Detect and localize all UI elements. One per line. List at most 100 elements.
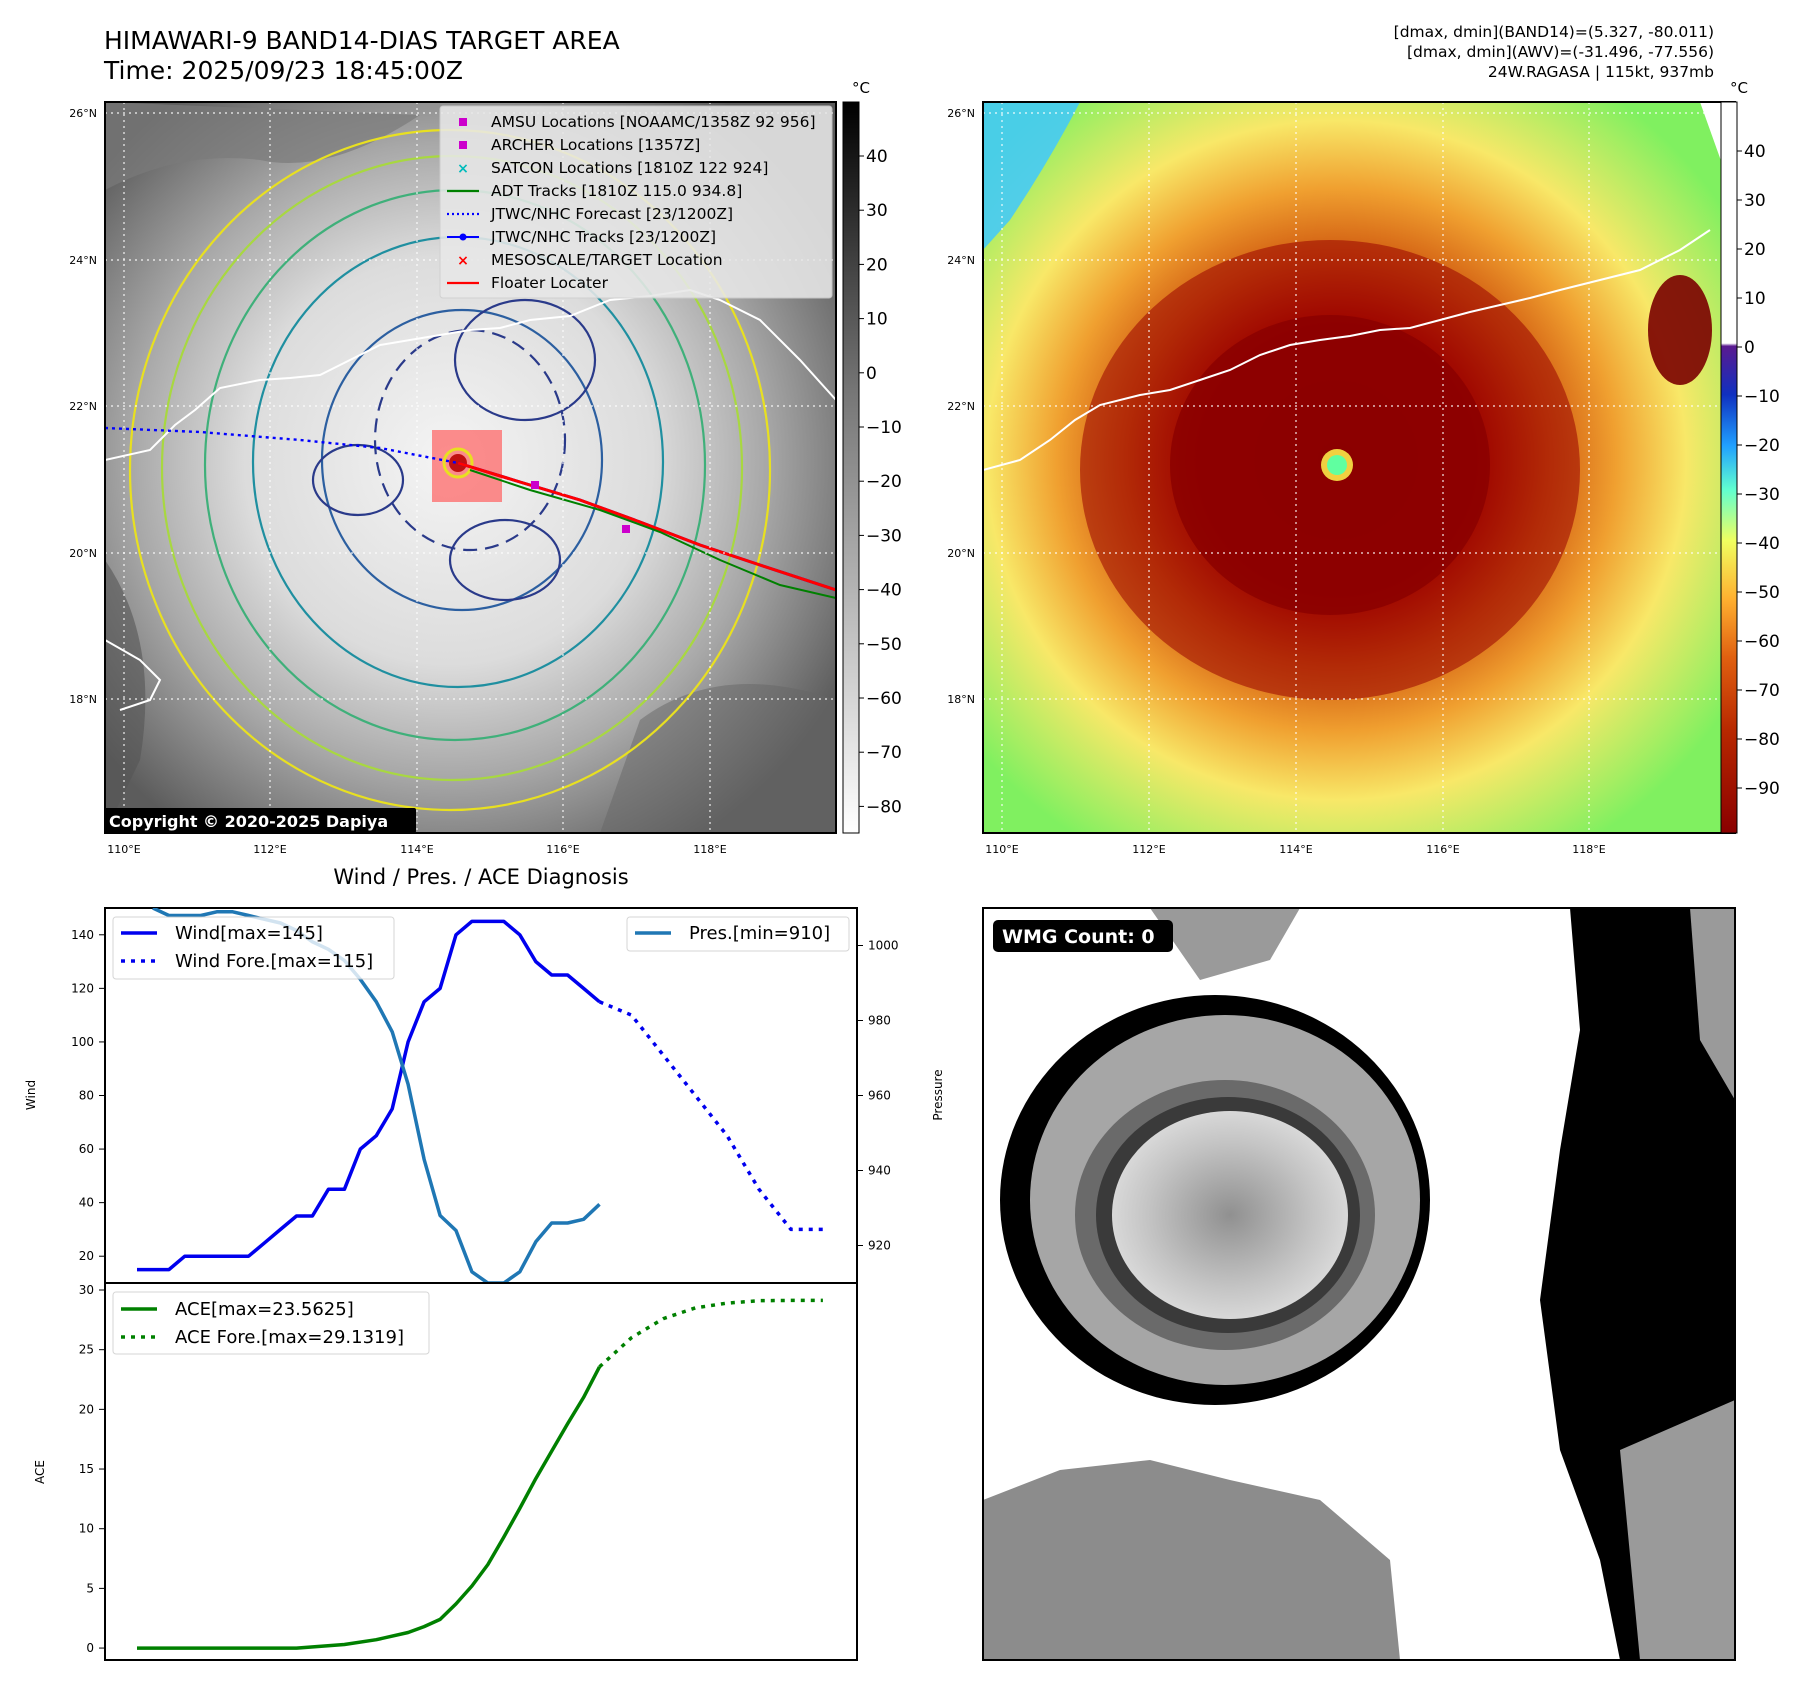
ace-tick-label: 25 xyxy=(79,1343,94,1357)
lon-tick-label: 112°E xyxy=(253,843,286,856)
legend-label: MESOSCALE/TARGET Location xyxy=(491,251,723,269)
lat-tick-label: 20°N xyxy=(947,547,975,560)
colorbar-tick-label: 0 xyxy=(866,364,877,384)
legend-label: SATCON Locations [1810Z 122 924] xyxy=(491,159,768,177)
copyright-label: Copyright © 2020-2025 Dapiya xyxy=(109,812,388,831)
lat-tick-label: 20°N xyxy=(69,547,97,560)
wmg-panel: WMG Count: 0 xyxy=(982,907,1736,1661)
chart-legend-entry: Wind[max=145] xyxy=(121,923,323,944)
wind-axis-label: Wind xyxy=(24,1080,38,1110)
lon-tick-label: 118°E xyxy=(1572,843,1605,856)
colorbar-tick-label: −60 xyxy=(866,689,902,709)
ace-tick-label: 10 xyxy=(79,1522,94,1536)
lat-tick-label: 18°N xyxy=(69,693,97,706)
lon-tick-label: 110°E xyxy=(985,843,1018,856)
wind-tick-label: 120 xyxy=(71,981,94,995)
colorbar-tick-label: −80 xyxy=(1744,730,1780,750)
legend-entry: ADT Tracks [1810Z 115.0 934.8] xyxy=(447,182,742,200)
lon-tick-label: 110°E xyxy=(107,843,140,856)
left-ir-map: AMSU Locations [NOAAMC/1358Z 92 956] ARCH… xyxy=(104,101,837,834)
chart-legend-entry: Wind Fore.[max=115] xyxy=(121,951,373,972)
series-line xyxy=(152,908,601,1283)
chart-legend-label: ACE[max=23.5625] xyxy=(175,1299,354,1320)
colorbar-tick-label: 30 xyxy=(1744,191,1766,211)
wind-tick-label: 100 xyxy=(71,1035,94,1049)
wind-tick-label: 60 xyxy=(79,1142,94,1156)
pressure-tick-label: 1000 xyxy=(868,939,899,953)
wind-tick-label: 20 xyxy=(79,1249,94,1263)
legend-entry: AMSU Locations [NOAAMC/1358Z 92 956] xyxy=(459,113,816,131)
forecast-track-line xyxy=(105,426,459,465)
legend-entry: JTWC/NHC Forecast [23/1200Z] xyxy=(447,205,733,223)
chart-legend-label: Wind[max=145] xyxy=(175,923,323,944)
legend-label: ADT Tracks [1810Z 115.0 934.8] xyxy=(491,182,742,200)
chart-legend-label: Wind Fore.[max=115] xyxy=(175,951,373,972)
figure-title: HIMAWARI-9 BAND14-DIAS TARGET AREA Time:… xyxy=(104,26,620,86)
chart-legend-entry: ACE Fore.[max=29.1319] xyxy=(121,1327,404,1348)
info-line-2: [dmax, dmin](AWV)=(-31.496, -77.556) xyxy=(1407,43,1714,61)
legend-entry: JTWC/NHC Tracks [23/1200Z] xyxy=(447,228,716,246)
adt-track-line xyxy=(469,469,836,599)
colorbar-tick-label: −10 xyxy=(866,418,902,438)
colorbar-tick-label: 40 xyxy=(866,147,888,167)
lat-tick-label: 26°N xyxy=(69,107,97,120)
left-colorbar: °C 40 30 20 10 0 −10 −20 −30 −40 −50 −60 −70 −80 xyxy=(842,79,902,834)
colorbar-tick-label: −40 xyxy=(1744,534,1780,554)
legend-entry: ARCHER Locations [1357Z] xyxy=(459,136,700,154)
legend-label: AMSU Locations [NOAAMC/1358Z 92 956] xyxy=(491,113,816,131)
lon-tick-label: 114°E xyxy=(400,843,433,856)
storm-info: [dmax, dmin](BAND14)=(5.327, -80.011) [d… xyxy=(1394,22,1714,82)
colorbar-tick-label: 40 xyxy=(1744,142,1766,162)
title-line-1: HIMAWARI-9 BAND14-DIAS TARGET AREA xyxy=(104,26,620,55)
colorbar-tick-label: 0 xyxy=(1744,338,1755,358)
colorbar-tick-label: −30 xyxy=(1744,485,1780,505)
colorbar-tick-label: −30 xyxy=(866,526,902,546)
wind-tick-label: 140 xyxy=(71,928,94,942)
diagnosis-title: Wind / Pres. / ACE Diagnosis xyxy=(333,865,628,889)
ace-tick-label: 15 xyxy=(79,1462,94,1476)
legend-entry: × SATCON Locations [1810Z 122 924] xyxy=(457,159,768,177)
ace-axis-label: ACE xyxy=(33,1460,47,1484)
wmg-count-badge xyxy=(993,920,1173,952)
legend-entry: Floater Locater xyxy=(447,274,609,292)
lon-tick-label: 112°E xyxy=(1132,843,1165,856)
lat-tick-label: 24°N xyxy=(947,254,975,267)
title-line-2: Time: 2025/09/23 18:45:00Z xyxy=(104,56,463,85)
lon-tick-label: 118°E xyxy=(693,843,726,856)
colorbar-tick-label: −20 xyxy=(1744,436,1780,456)
ace-tick-label: 30 xyxy=(79,1283,94,1297)
floater-track-line xyxy=(457,461,836,592)
lat-tick-label: 22°N xyxy=(947,400,975,413)
colorbar-tick-label: −60 xyxy=(1744,632,1780,652)
lat-tick-label: 22°N xyxy=(69,400,97,413)
series-line xyxy=(137,919,601,1272)
colorbar-tick-label: −50 xyxy=(1744,583,1780,603)
chart-legend-label: Pres.[min=910] xyxy=(689,923,830,944)
archer-marker xyxy=(622,525,630,533)
pressure-tick-label: 940 xyxy=(868,1164,891,1178)
svg-text:×: × xyxy=(457,253,469,269)
lon-tick-label: 116°E xyxy=(546,843,579,856)
lon-tick-label: 114°E xyxy=(1279,843,1312,856)
colorbar-tick-label: 20 xyxy=(1744,240,1766,260)
series-line xyxy=(137,1365,602,1650)
colorbar-tick-label: 30 xyxy=(866,201,888,221)
chart-legend-entry: Pres.[min=910] xyxy=(635,923,830,944)
ace-tick-label: 20 xyxy=(79,1402,94,1416)
colorbar-tick-label: −70 xyxy=(1744,681,1780,701)
colorbar-tick-label: −70 xyxy=(866,743,902,763)
legend-label: JTWC/NHC Tracks [23/1200Z] xyxy=(490,228,716,246)
lat-tick-label: 26°N xyxy=(947,107,975,120)
colorbar-tick-label: 10 xyxy=(1744,289,1766,309)
map-axis-ticks: 26°N 26°N 24°N 24°N 22°N 22°N 20°N 20°N 18°N 18°N… xyxy=(69,107,1606,856)
lat-tick-label: 24°N xyxy=(69,254,97,267)
right-ir-map xyxy=(982,101,1736,834)
legend-label: Floater Locater xyxy=(491,274,609,292)
pressure-tick-label: 960 xyxy=(868,1089,891,1103)
series-line xyxy=(598,1298,823,1369)
chart-legend-label: ACE Fore.[max=29.1319] xyxy=(175,1327,404,1348)
legend-label: ARCHER Locations [1357Z] xyxy=(491,136,700,154)
wind-tick-label: 40 xyxy=(79,1196,94,1210)
colorbar-tick-label: 10 xyxy=(866,310,888,330)
